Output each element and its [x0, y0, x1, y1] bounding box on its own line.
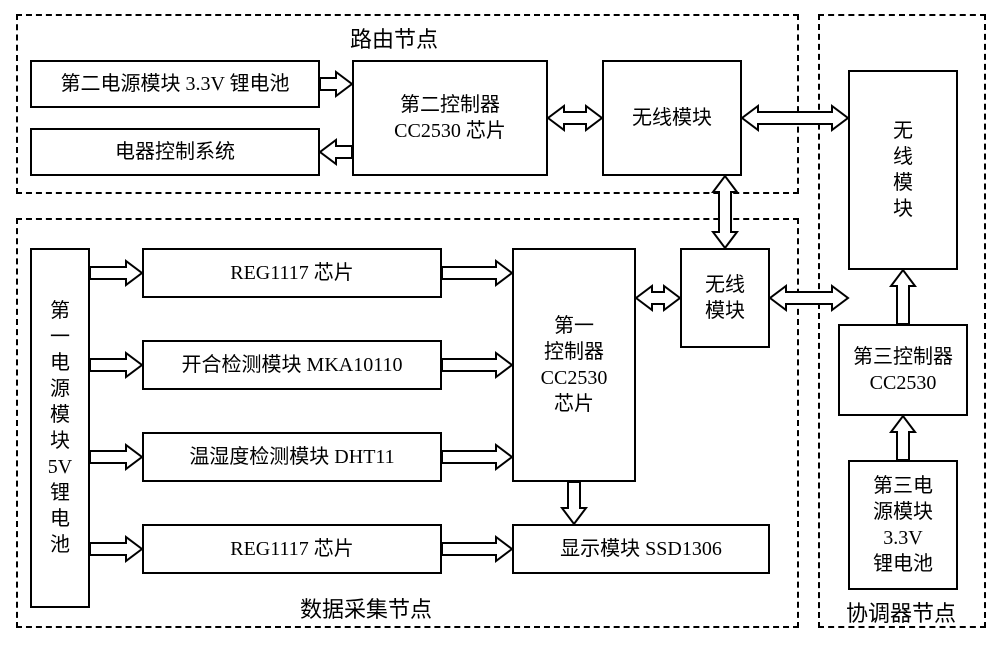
box-wl_d-label: 无线 模块 — [701, 268, 749, 328]
box-ctrl3: 第三控制器 CC2530 — [838, 324, 968, 416]
box-wl_d: 无线 模块 — [680, 248, 770, 348]
box-th-label: 温湿度检测模块 DHT11 — [185, 440, 398, 474]
box-pwr2: 第二电源模块 3.3V 锂电池 — [30, 60, 320, 108]
box-ctrl2: 第二控制器 CC2530 芯片 — [352, 60, 548, 176]
box-wl_r-label: 无线模块 — [628, 101, 716, 135]
box-th: 温湿度检测模块 DHT11 — [142, 432, 442, 482]
box-ctrl3-label: 第三控制器 CC2530 — [849, 340, 957, 400]
group-coord-title: 协调器节点 — [846, 596, 956, 628]
group-data-title: 数据采集节点 — [300, 592, 432, 624]
diagram-canvas: 路由节点数据采集节点 协调器节点 第二电源模块 3.3V 锂电池电器控制系统 第二控制… — [0, 0, 1000, 645]
box-wl_c-label: 无 线 模 块 — [889, 114, 917, 226]
group-router-title: 路由节点 — [350, 22, 438, 54]
box-reg_a-label: REG1117 芯片 — [226, 256, 358, 290]
box-pwr1: 第 一 电 源 模 块 5V 锂 电 池 — [30, 248, 90, 608]
box-reg_a: REG1117 芯片 — [142, 248, 442, 298]
box-sw: 开合检测模块 MKA10110 — [142, 340, 442, 390]
box-wl_r: 无线模块 — [602, 60, 742, 176]
box-appctrl: 电器控制系统 — [30, 128, 320, 176]
box-ctrl1-label: 第一 控制器 CC2530 芯片 — [537, 309, 612, 421]
box-reg_b: REG1117 芯片 — [142, 524, 442, 574]
box-ctrl1: 第一 控制器 CC2530 芯片 — [512, 248, 636, 482]
box-disp: 显示模块 SSD1306 — [512, 524, 770, 574]
box-pwr3-label: 第三电 源模块 3.3V 锂电池 — [869, 469, 937, 581]
box-ctrl2-label: 第二控制器 CC2530 芯片 — [390, 88, 510, 148]
box-sw-label: 开合检测模块 MKA10110 — [178, 348, 407, 382]
box-pwr3: 第三电 源模块 3.3V 锂电池 — [848, 460, 958, 590]
box-reg_b-label: REG1117 芯片 — [226, 532, 358, 566]
box-pwr2-label: 第二电源模块 3.3V 锂电池 — [56, 67, 293, 101]
box-disp-label: 显示模块 SSD1306 — [556, 532, 726, 566]
box-wl_c: 无 线 模 块 — [848, 70, 958, 270]
box-pwr1-label: 第 一 电 源 模 块 5V 锂 电 池 — [44, 294, 76, 562]
box-appctrl-label: 电器控制系统 — [111, 135, 239, 169]
